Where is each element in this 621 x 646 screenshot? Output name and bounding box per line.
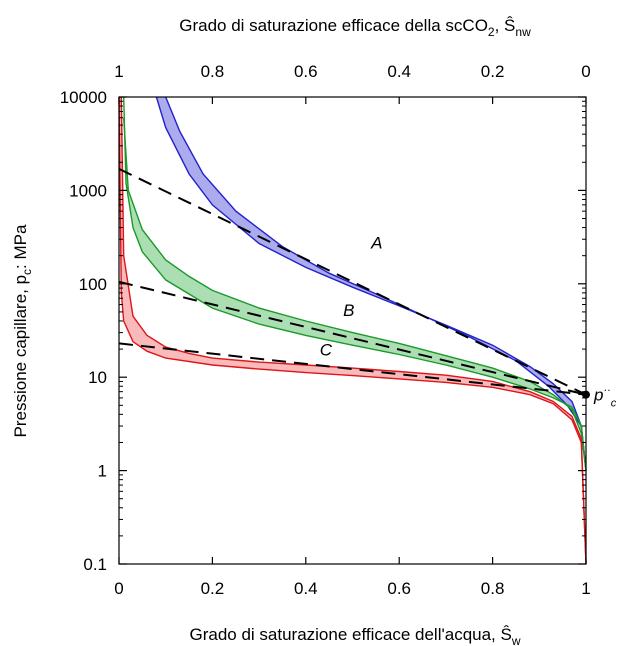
y-tick-label: 100 bbox=[79, 275, 107, 294]
x-tick-label: 0.8 bbox=[481, 579, 505, 598]
axis-tick-labels: 010.20.80.40.60.60.40.80.2100.1110100100… bbox=[60, 62, 591, 598]
x2-tick-label: 0.8 bbox=[201, 62, 225, 81]
curve-label-a: A bbox=[370, 233, 382, 252]
axis-ticks bbox=[118, 96, 587, 565]
band-fills bbox=[119, 97, 586, 564]
band-upper-line-a bbox=[155, 96, 587, 471]
y-tick-label: 0.1 bbox=[83, 555, 107, 574]
band-fill-a bbox=[156, 97, 586, 471]
x2-tick-label: 0.2 bbox=[481, 62, 505, 81]
x-axis-title: Grado di saturazione efficace dell'acqua… bbox=[189, 625, 520, 646]
band-lower-line-a bbox=[165, 96, 587, 471]
y-tick-label: 10000 bbox=[60, 88, 107, 107]
band-upper-line-b bbox=[123, 96, 587, 471]
curve-labels: A B C bbox=[320, 233, 383, 359]
dashed-line-2 bbox=[118, 280, 587, 396]
plot-frame bbox=[118, 96, 587, 565]
y-tick-label: 10 bbox=[88, 368, 107, 387]
x-tick-label: 1 bbox=[581, 579, 590, 598]
band-lower-line-b bbox=[123, 117, 587, 471]
x2-axis-title: Grado di saturazione efficace della scCO… bbox=[179, 16, 531, 39]
band-upper-line-c bbox=[118, 96, 587, 565]
dashed-line-3 bbox=[118, 342, 587, 396]
y-tick-label: 1 bbox=[98, 462, 107, 481]
endpoint-marker bbox=[582, 390, 590, 399]
curve-label-c: C bbox=[320, 341, 333, 360]
y-axis-title: Pressione capillare, pc: MPa bbox=[11, 224, 34, 437]
x2-tick-label: 1 bbox=[114, 62, 123, 81]
x-tick-label: 0.4 bbox=[294, 579, 318, 598]
dashed-fit-lines bbox=[118, 167, 587, 396]
curve-label-b: B bbox=[343, 301, 354, 320]
x-tick-label: 0.2 bbox=[201, 579, 225, 598]
x2-tick-label: 0.6 bbox=[294, 62, 318, 81]
endpoint-label: p··c bbox=[593, 385, 617, 410]
x-tick-label: 0.6 bbox=[387, 579, 411, 598]
x-tick-label: 0 bbox=[114, 579, 123, 598]
x2-tick-label: 0 bbox=[581, 62, 590, 81]
x2-tick-label: 0.4 bbox=[387, 62, 411, 81]
y-tick-label: 1000 bbox=[69, 181, 107, 200]
band-fill-b bbox=[123, 97, 586, 471]
